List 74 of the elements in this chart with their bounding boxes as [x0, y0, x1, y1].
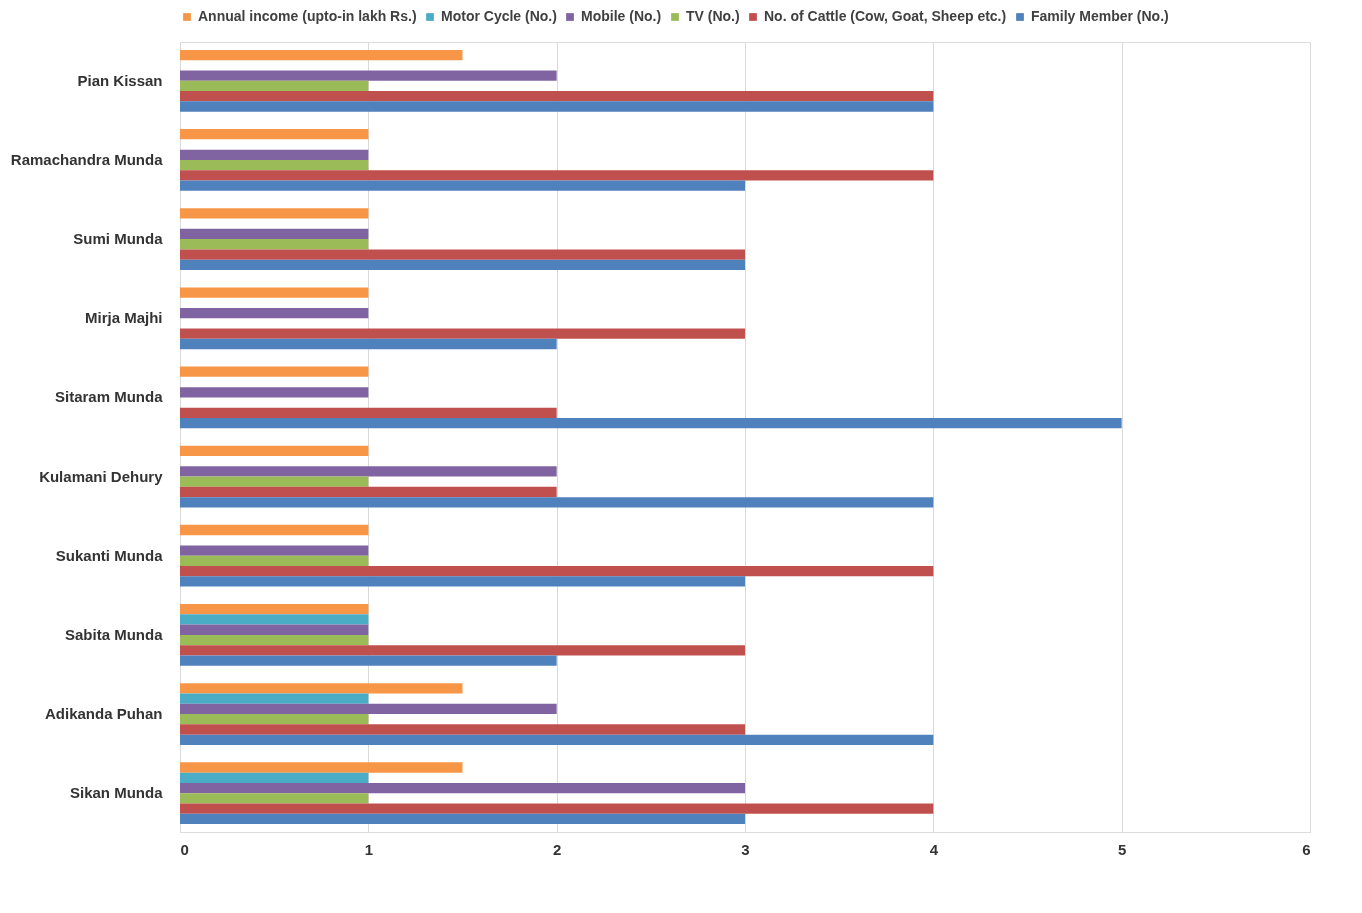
- bar: [180, 149, 369, 160]
- x-tick-label: 4: [929, 840, 939, 858]
- legend-label: Motor Cycle (No.): [441, 8, 557, 24]
- y-tick-label: Sukanti Munda: [55, 546, 164, 564]
- bar: [180, 803, 934, 814]
- bar: [180, 338, 557, 350]
- bar: [180, 486, 557, 498]
- bar: [180, 634, 369, 646]
- bar: [180, 614, 369, 625]
- bar: [180, 239, 369, 250]
- bar: [180, 576, 745, 587]
- bar: [180, 387, 369, 398]
- legend-label: Family Member (No.): [1031, 8, 1169, 24]
- x-tick-label: 6: [1302, 840, 1311, 858]
- bar: [180, 287, 369, 298]
- legend-label: TV (No.): [686, 8, 740, 24]
- x-tick-label: 3: [741, 840, 750, 858]
- y-tick-label: Sabita Munda: [64, 625, 164, 643]
- bar: [180, 782, 745, 794]
- bar: [180, 476, 369, 487]
- bar: [180, 497, 934, 508]
- bar: [180, 170, 934, 181]
- bar: [180, 249, 745, 260]
- bar: [180, 793, 369, 804]
- bar: [180, 762, 463, 773]
- y-tick-label: Sumi Munda: [73, 230, 164, 248]
- bar: [180, 445, 369, 456]
- legend-label: No. of Cattle (Cow, Goat, Sheep etc.): [764, 8, 1007, 24]
- bar: [180, 714, 369, 725]
- bar: [180, 159, 369, 171]
- bar: [180, 70, 557, 81]
- bar: [180, 129, 369, 140]
- bar: [180, 683, 463, 694]
- bar: [180, 734, 934, 745]
- bar: [180, 524, 369, 536]
- bar: [180, 693, 369, 704]
- bar: [180, 328, 745, 339]
- bar: [180, 724, 745, 735]
- y-tick-label: Adikanda Puhan: [44, 705, 163, 723]
- legend-label: Mobile (No.): [581, 8, 662, 24]
- bar: [180, 228, 369, 240]
- bar: [180, 91, 934, 102]
- legend-label: Annual income (upto-in lakh Rs.): [198, 8, 417, 24]
- bar: [180, 555, 369, 567]
- bar: [180, 101, 934, 112]
- bar: [180, 645, 745, 656]
- bar: [180, 259, 745, 270]
- bar: [180, 624, 369, 635]
- bar: [180, 466, 557, 477]
- bar: [180, 772, 369, 783]
- bar: [180, 208, 369, 219]
- bar: [180, 407, 557, 418]
- bar: [180, 655, 557, 666]
- y-tick-label: Ramachandra Munda: [10, 150, 164, 168]
- y-tick-label: Mirja Majhi: [84, 309, 163, 327]
- x-tick-label: 0: [180, 840, 189, 858]
- bar: [180, 813, 745, 825]
- y-tick-label: Sikan Munda: [69, 784, 164, 802]
- bar: [180, 80, 369, 92]
- x-tick-label: 5: [1117, 840, 1127, 858]
- bar: [180, 418, 1122, 429]
- x-tick-label: 1: [364, 840, 374, 858]
- bar: [180, 49, 463, 61]
- y-tick-label: Sitaram Munda: [54, 388, 164, 406]
- bar: [180, 307, 369, 319]
- bar: [180, 604, 369, 615]
- bar: [180, 566, 934, 577]
- x-tick-label: 2: [552, 840, 562, 858]
- bar: [180, 545, 369, 556]
- y-tick-label: Kulamani Dehury: [39, 467, 164, 485]
- bar: [180, 180, 745, 191]
- bar: [180, 703, 557, 715]
- bar: [180, 366, 369, 377]
- y-tick-label: Pian Kissan: [77, 71, 163, 89]
